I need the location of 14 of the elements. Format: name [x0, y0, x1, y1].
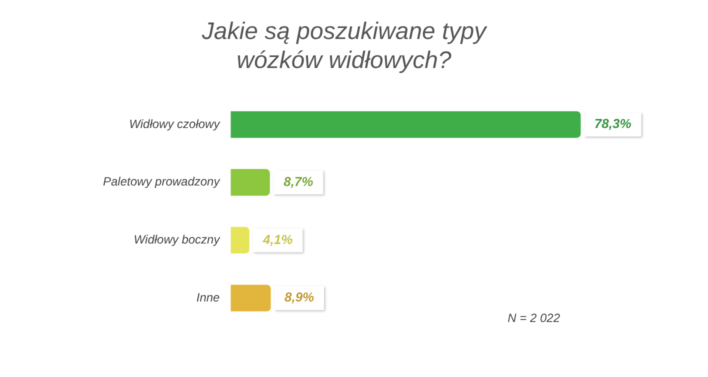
bar	[230, 169, 270, 196]
bar	[230, 284, 271, 312]
y-tick-label: Widłowy boczny	[134, 232, 221, 247]
data-label: 8,9%	[284, 290, 315, 305]
y-tick-label: Paletowy prowadzony	[102, 174, 221, 189]
data-label: 8,7%	[284, 174, 314, 189]
data-label: 78,3%	[594, 116, 632, 132]
annotation: N = 2 022	[508, 311, 560, 325]
bar	[230, 111, 581, 138]
y-tick-label: Widłowy czołowy	[129, 116, 221, 131]
y-tick-label: Inne	[196, 290, 220, 304]
data-label: 4,1%	[262, 232, 294, 247]
chart-title: Jakie są poszukiwane typy wózków widłowych?	[200, 18, 488, 74]
bar	[230, 226, 250, 254]
